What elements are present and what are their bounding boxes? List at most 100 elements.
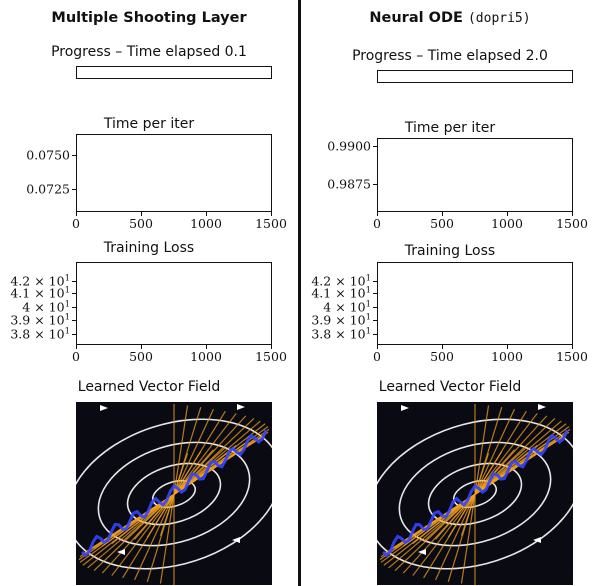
x-tick <box>442 345 443 349</box>
x-tick-label: 1500 <box>556 216 588 231</box>
y-tick <box>373 306 377 308</box>
x-tick-label: 500 <box>430 216 454 231</box>
y-tick-label: 0.9900 <box>327 138 371 154</box>
y-tick-label: 4.1 × 101 <box>10 285 70 301</box>
x-tick-label: 500 <box>430 349 454 364</box>
x-tick <box>377 212 378 216</box>
x-tick <box>206 212 207 216</box>
y-tick <box>72 319 76 321</box>
streamline-arrow-icon <box>237 404 245 410</box>
y-tick <box>373 280 377 282</box>
y-tick <box>72 188 76 190</box>
progress-bar <box>76 66 272 79</box>
streamline <box>126 462 222 526</box>
x-tick <box>442 212 443 216</box>
y-tick <box>72 280 76 282</box>
x-tick-label: 0 <box>72 349 80 364</box>
x-tick <box>76 345 77 349</box>
streamline <box>97 441 251 547</box>
right-panel: Neural ODE (dopri5) Progress – Time elap… <box>301 0 599 586</box>
x-tick-label: 500 <box>129 216 153 231</box>
trajectory-curve <box>159 453 189 536</box>
vector-field-title: Learned Vector Field <box>77 379 221 395</box>
y-tick <box>373 184 377 186</box>
x-tick <box>271 345 272 349</box>
y-tick <box>72 154 76 156</box>
y-tick <box>373 145 377 147</box>
streamline-arrow-icon <box>533 537 541 543</box>
streamline-arrow-icon <box>232 537 240 543</box>
y-tick <box>373 333 377 335</box>
y-tick <box>373 293 377 295</box>
y-tick-label: 3.9 × 101 <box>10 312 70 328</box>
x-tick-label: 0 <box>72 216 80 231</box>
x-tick <box>141 345 142 349</box>
y-tick-label: 3.8 × 101 <box>311 326 371 342</box>
training-loss-axes <box>76 262 272 345</box>
vector-field-plot <box>377 402 573 585</box>
y-tick-label: 4.2 × 101 <box>10 273 70 289</box>
x-tick-label: 1500 <box>556 349 588 364</box>
x-tick <box>507 212 508 216</box>
streamline <box>427 462 523 526</box>
vector-field-title: Learned Vector Field <box>378 379 522 395</box>
y-tick-label: 0.0750 <box>26 147 70 163</box>
streamline-arrow-icon <box>100 405 108 411</box>
y-tick <box>373 319 377 321</box>
panel-title-suffix: (dopri5) <box>467 11 531 26</box>
panel-title-text: Multiple Shooting Layer <box>51 10 247 26</box>
x-tick <box>377 345 378 349</box>
x-tick-label: 1000 <box>491 216 523 231</box>
trajectory-curve <box>460 453 490 536</box>
x-tick <box>572 345 573 349</box>
panel-divider <box>298 0 301 586</box>
streamline <box>398 441 552 547</box>
x-tick-label: 1500 <box>255 216 287 231</box>
left-panel: Multiple Shooting Layer Progress – Time … <box>0 0 298 586</box>
time-per-iter-axes <box>377 138 573 212</box>
x-tick <box>206 345 207 349</box>
x-tick <box>507 345 508 349</box>
training-loss-axes <box>377 262 573 345</box>
progress-bar <box>377 70 573 83</box>
time-per-iter-title: Time per iter <box>103 116 195 132</box>
y-tick-label: 0.9875 <box>327 176 371 192</box>
x-tick <box>572 212 573 216</box>
time-per-iter-axes <box>76 134 272 212</box>
trajectory-band <box>382 429 569 558</box>
trajectory-band <box>81 429 268 558</box>
y-tick-label: 4 × 101 <box>22 298 70 315</box>
x-tick-label: 500 <box>129 349 153 364</box>
time-per-iter-title: Time per iter <box>404 120 496 136</box>
progress-label: Progress – Time elapsed 0.1 <box>51 44 247 60</box>
y-tick-label: 3.9 × 101 <box>311 312 371 328</box>
streamline-arrow-icon <box>418 549 426 555</box>
y-tick-label: 4 × 101 <box>323 298 371 315</box>
streamline-arrow-icon <box>117 549 125 555</box>
x-tick-label: 1000 <box>190 349 222 364</box>
vector-field-plot <box>76 402 272 585</box>
x-tick-label: 0 <box>373 216 381 231</box>
training-loss-title: Training Loss <box>404 243 496 259</box>
y-tick <box>72 333 76 335</box>
y-tick-label: 3.8 × 101 <box>10 326 70 342</box>
x-tick-label: 0 <box>373 349 381 364</box>
streamline-arrow-icon <box>401 405 409 411</box>
panel-title: Neural ODE (dopri5) <box>301 10 599 26</box>
y-tick-label: 0.0725 <box>26 181 70 197</box>
y-tick-label: 4.2 × 101 <box>311 273 371 289</box>
x-tick-label: 1000 <box>190 216 222 231</box>
panel-title: Multiple Shooting Layer <box>0 10 298 26</box>
x-tick <box>271 212 272 216</box>
streamline <box>76 418 272 570</box>
streamline <box>377 418 573 570</box>
streamline-arrow-icon <box>538 404 546 410</box>
x-tick-label: 1000 <box>491 349 523 364</box>
y-tick <box>72 306 76 308</box>
panel-title-text: Neural ODE <box>369 10 463 26</box>
x-tick <box>141 212 142 216</box>
training-loss-title: Training Loss <box>103 240 195 256</box>
y-tick-label: 4.1 × 101 <box>311 285 371 301</box>
x-tick-label: 1500 <box>255 349 287 364</box>
x-tick <box>76 212 77 216</box>
